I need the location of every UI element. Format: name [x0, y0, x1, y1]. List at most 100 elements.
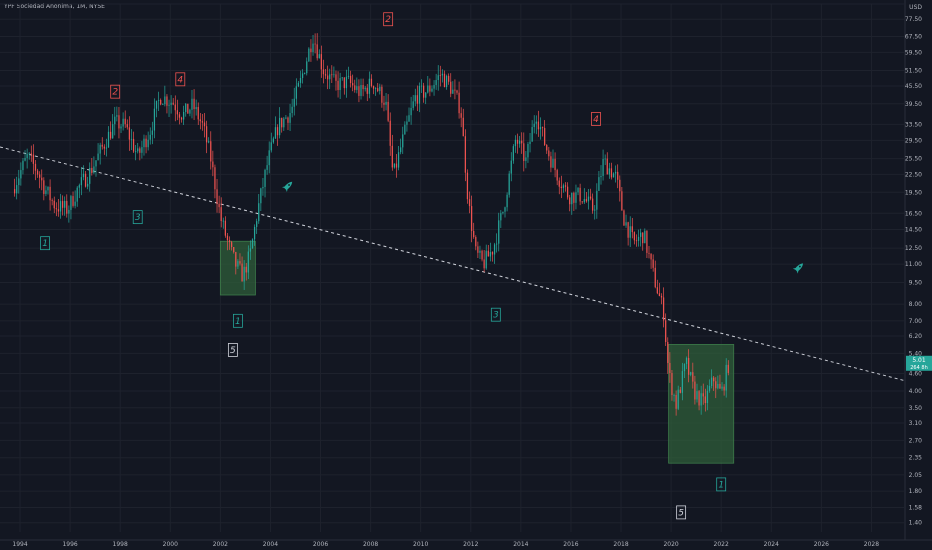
candle-body [569, 197, 571, 205]
y-tick-label: 7.00 [909, 318, 923, 325]
candle-body [397, 152, 400, 168]
candle-body [160, 99, 162, 105]
price-axis-bg [905, 0, 932, 550]
candle-body [717, 383, 719, 389]
candle-body [166, 96, 168, 106]
wave-label: 1 [235, 317, 241, 327]
candle-body [318, 54, 320, 59]
candle-body [320, 54, 322, 70]
wave-label: 2 [385, 15, 391, 25]
y-tick-label: 3.50 [909, 405, 923, 412]
candle-body [554, 158, 556, 171]
candle-body [147, 139, 149, 148]
candle-body [391, 145, 393, 168]
candle-body [76, 187, 78, 202]
candle-body [723, 386, 725, 391]
candle-body [335, 74, 337, 81]
candle-body [650, 253, 652, 260]
candle-body [481, 250, 483, 260]
candle-body [531, 127, 533, 142]
candle-body [706, 390, 709, 404]
candle-body [287, 117, 289, 123]
candle-body [665, 320, 667, 343]
candle-body [72, 196, 74, 206]
candle-body [78, 185, 80, 188]
candle-body [178, 114, 181, 118]
candle-body [698, 391, 700, 406]
candle-body [443, 73, 446, 88]
candle-body [702, 393, 704, 397]
wave-label: 3 [135, 213, 141, 223]
y-tick-label: 45.50 [905, 83, 922, 90]
candle-body [573, 192, 575, 203]
candle-body [276, 127, 279, 136]
candle-body [633, 232, 636, 241]
y-tick-label: 2.35 [909, 455, 923, 462]
candle-body [458, 92, 460, 114]
candle-body [550, 156, 552, 168]
candle-body [39, 174, 41, 178]
candle-body [487, 250, 489, 257]
candle-body [312, 43, 314, 53]
candle-body [93, 166, 95, 173]
candle-body [596, 190, 598, 210]
candle-body [224, 220, 226, 236]
candle-body [708, 385, 711, 391]
candle-body [327, 75, 329, 80]
x-tick-label: 2016 [563, 541, 578, 548]
candle-body [623, 210, 625, 226]
candle-body [70, 196, 72, 210]
wave-label-box [132, 210, 143, 225]
candle-body [105, 147, 108, 149]
candle-body [279, 117, 281, 136]
x-tick-label: 2008 [363, 541, 378, 548]
candle-body [293, 98, 295, 107]
x-tick-label: 2014 [513, 541, 528, 548]
candle-body [195, 107, 197, 110]
candle-body [408, 115, 410, 122]
candle-body [546, 144, 548, 151]
candle-body [387, 101, 389, 121]
candle-body [141, 147, 143, 153]
candle-body [377, 88, 379, 92]
candle-body [410, 107, 412, 116]
wave-label-box [175, 72, 186, 87]
candle-body [128, 127, 131, 140]
candle-body [205, 126, 208, 143]
candle-body [587, 196, 590, 202]
x-tick-label: 1998 [113, 541, 128, 548]
candle-body [715, 381, 717, 389]
candle-body [183, 111, 185, 120]
candle-body [418, 85, 421, 104]
candle-body [226, 235, 229, 241]
candle-body [692, 372, 694, 382]
x-tick-label: 1996 [62, 541, 77, 548]
candle-body [606, 158, 608, 175]
wave-label-box [591, 112, 601, 126]
candle-body [506, 194, 508, 208]
candle-body [602, 159, 604, 176]
x-tick-label: 2000 [163, 541, 178, 548]
candle-body [558, 180, 560, 187]
last-price-label: 5.01 [912, 357, 926, 364]
candle-body [268, 150, 270, 166]
candle-body [272, 138, 274, 143]
wave-label: 2 [112, 88, 118, 98]
candle-body [176, 110, 179, 115]
candle-body [614, 171, 617, 174]
candle-body [700, 393, 702, 406]
candle-body [560, 186, 562, 189]
candle-body [308, 48, 310, 62]
y-tick-label: 39.50 [905, 101, 922, 108]
candle-body [168, 104, 170, 106]
candle-body [512, 146, 514, 161]
candle-body [137, 148, 139, 152]
candle-body [354, 85, 356, 90]
candle-body [155, 100, 158, 109]
x-tick-label: 1994 [12, 541, 27, 548]
candle-body [36, 170, 39, 175]
candle-body [149, 134, 151, 140]
candle-body [199, 119, 201, 122]
